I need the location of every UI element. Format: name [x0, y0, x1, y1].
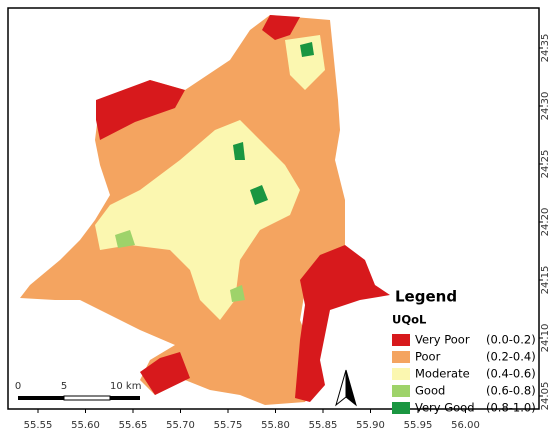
scale-segment [18, 396, 64, 400]
legend-range: (0.2-0.4) [486, 350, 536, 364]
legend-swatch [392, 351, 410, 363]
legend-range: (0.8-1.0) [486, 401, 536, 415]
scale-bar: 0 5 10 km [15, 381, 141, 401]
latitude-label: 24.05 [540, 382, 550, 411]
latitude-label: 24.35 [540, 34, 550, 63]
scale-segment [110, 396, 140, 400]
map-regions [20, 15, 390, 405]
longitude-label: 55.60 [71, 420, 100, 431]
region-very-poor [96, 80, 185, 140]
scale-label: 0 [15, 381, 21, 392]
longitude-label: 55.55 [24, 420, 53, 431]
legend-swatch [392, 334, 410, 346]
longitude-label: 55.85 [309, 420, 338, 431]
legend-subtitle: UQoL [392, 313, 427, 327]
longitude-label: 55.75 [214, 420, 243, 431]
region-very-poor [140, 352, 190, 395]
legend-swatch [392, 385, 410, 397]
longitude-label: 56.00 [451, 420, 480, 431]
legend-swatch [392, 402, 410, 414]
scale-label: 5 [61, 381, 67, 392]
latitude-label: 24.30 [540, 92, 550, 121]
latitude-label: 24.20 [540, 208, 550, 237]
region-good [230, 285, 245, 302]
legend-label: Poor [415, 350, 441, 364]
legend-label: Very Good [415, 401, 475, 415]
legend-range: (0.4-0.6) [486, 367, 536, 381]
legend-title: Legend [395, 288, 457, 306]
scale-label: 10 km [110, 381, 141, 392]
longitude-label: 55.90 [356, 420, 385, 431]
region-very-good [250, 185, 268, 205]
region-very-good [300, 42, 314, 57]
longitude-label: 55.95 [404, 420, 433, 431]
region-moderate [285, 35, 325, 90]
longitude-label: 55.65 [119, 420, 148, 431]
region-very-poor [295, 245, 390, 402]
region-good [115, 230, 135, 248]
legend-label: Moderate [415, 367, 470, 381]
graticule-labels: 55.55 55.60 55.65 55.70 55.75 55.80 55.85 55.90… [24, 34, 550, 431]
region-very-good [233, 142, 245, 160]
latitude-label: 24.15 [540, 266, 550, 295]
legend-label: Very Poor [415, 333, 470, 347]
legend-swatch [392, 368, 410, 380]
region-very-poor [262, 15, 300, 40]
legend-range: (0.0-0.2) [486, 333, 536, 347]
longitude-label: 55.70 [166, 420, 195, 431]
latitude-label: 24.10 [540, 324, 550, 353]
latitude-label: 24.25 [540, 150, 550, 179]
region-moderate [95, 120, 300, 320]
legend: Legend UQoL Very Poor (0.0-0.2) Poor (0.2-0… [392, 288, 536, 415]
north-arrow [335, 369, 357, 407]
legend-label: Good [415, 384, 445, 398]
scale-segment [63, 395, 111, 401]
legend-range: (0.6-0.8) [486, 384, 536, 398]
longitude-label: 55.80 [261, 420, 290, 431]
